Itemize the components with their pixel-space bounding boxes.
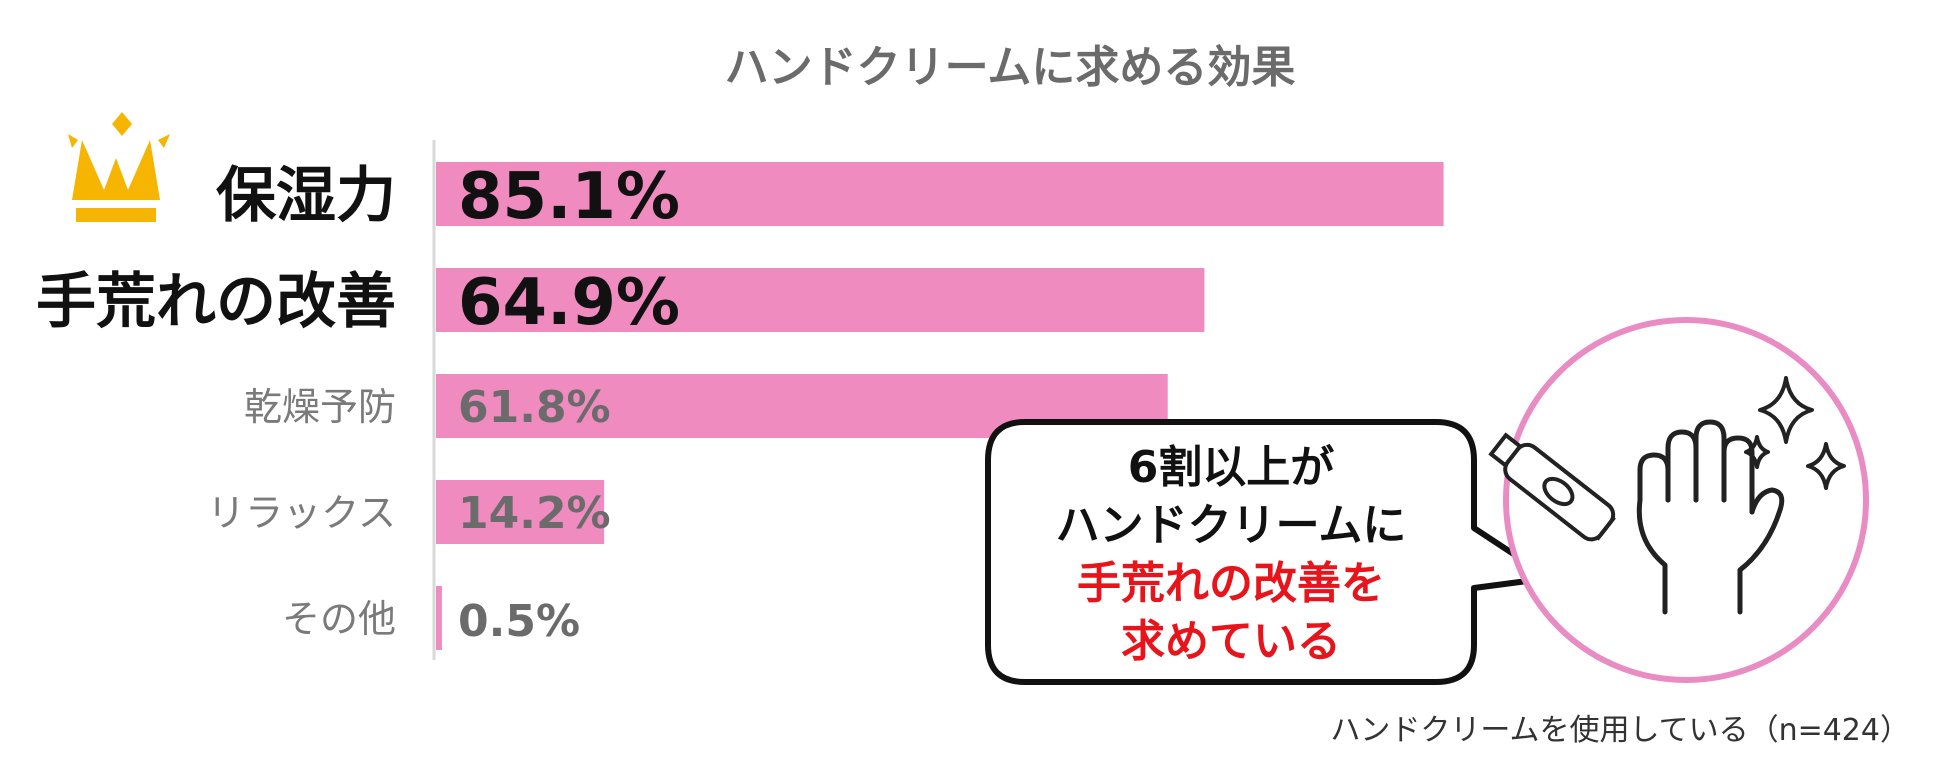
category-label-3: リラックス: [207, 491, 396, 535]
callout-line-2: 手荒れの改善を: [1077, 558, 1385, 609]
callout-line-1: ハンドクリームに: [1056, 500, 1407, 551]
cream-tube-icon: [1488, 432, 1616, 542]
bar-1: [436, 268, 1205, 332]
value-label-2: 61.8%: [458, 382, 611, 433]
value-label-3: 14.2%: [458, 488, 611, 539]
bar-3: [436, 480, 605, 544]
footnote: ハンドクリームを使用している（n=424）: [1330, 713, 1910, 748]
category-label-0: 保湿力: [216, 161, 396, 231]
illustration-circle: [1503, 317, 1869, 683]
bar-4: [436, 586, 442, 650]
callout-text: 6割以上がハンドクリームに手荒れの改善を求めている: [1056, 442, 1407, 667]
value-label-1: 64.9%: [458, 266, 680, 340]
category-label-2: 乾燥予防: [244, 385, 396, 429]
value-label-0: 85.1%: [458, 160, 680, 234]
callout-line-0: 6割以上が: [1128, 442, 1335, 493]
bar-0: [436, 162, 1444, 226]
crown-icon: [68, 112, 170, 222]
category-label-1: 手荒れの改善: [36, 267, 396, 337]
callout-line-3: 求めている: [1121, 616, 1341, 667]
category-label-4: その他: [282, 597, 396, 641]
illustration: [1488, 317, 1869, 683]
callout-bubble: 6割以上がハンドクリームに手荒れの改善を求めている: [985, 419, 1553, 685]
chart-title: ハンドクリームに求める効果: [725, 42, 1296, 93]
value-label-4: 0.5%: [458, 596, 580, 647]
sparkle-icon: [1744, 376, 1846, 490]
